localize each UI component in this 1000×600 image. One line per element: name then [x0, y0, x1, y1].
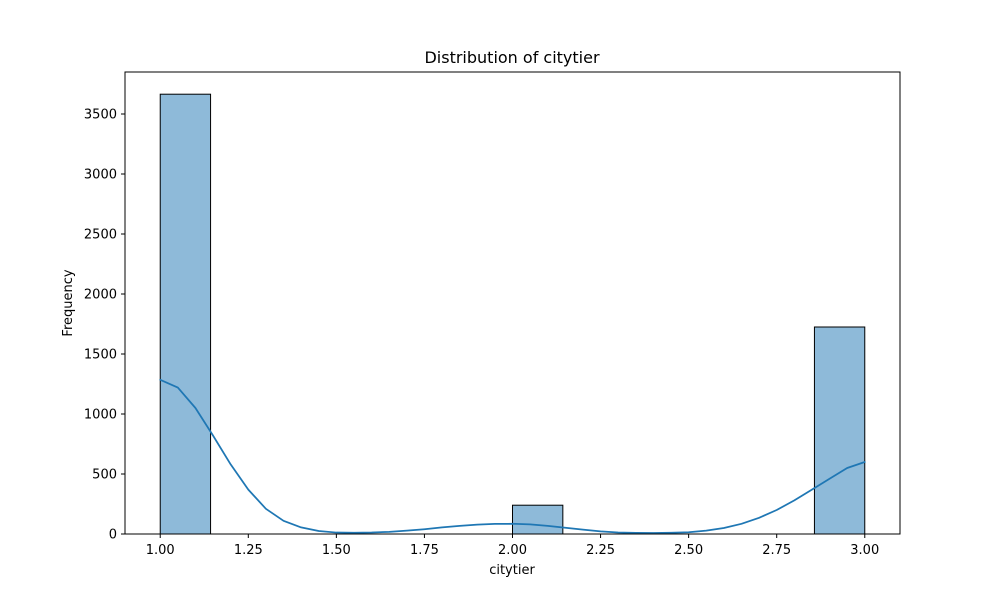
y-tick-label: 1000	[84, 408, 117, 423]
y-tick-label: 2500	[84, 228, 117, 243]
x-tick-label: 2.25	[586, 543, 615, 558]
y-axis-label: Frequency	[61, 269, 76, 336]
histogram-bar-1	[512, 504, 564, 535]
y-tick-label: 500	[92, 468, 117, 483]
x-tick-label: 2.00	[498, 543, 527, 558]
x-tick-label: 1.50	[322, 543, 351, 558]
y-tick-label: 2000	[84, 288, 117, 303]
y-tick-label: 3500	[84, 108, 117, 123]
x-tick-label: 2.50	[674, 543, 703, 558]
histogram-bar-2	[813, 326, 866, 535]
y-tick-label: 0	[109, 528, 117, 543]
x-tick-label: 1.00	[146, 543, 175, 558]
kde-line	[159, 378, 866, 534]
kde-layer	[159, 378, 866, 534]
bars-layer	[159, 93, 866, 535]
y-tick-label: 3000	[84, 168, 117, 183]
y-tick-label: 1500	[84, 348, 117, 363]
y-axis: 0 500 1000 1500 2000 2500 3000 3500	[84, 108, 125, 543]
histogram-bar-0	[159, 93, 212, 535]
chart-title: Distribution of citytier	[424, 48, 599, 67]
x-tick-label: 3.00	[850, 543, 879, 558]
x-axis: 1.00 1.25 1.50 1.75 2.00 2.25 2.50 2.75 3.00	[146, 534, 879, 558]
x-tick-label: 1.75	[410, 543, 439, 558]
x-tick-label: 2.75	[762, 543, 791, 558]
x-tick-label: 1.25	[234, 543, 263, 558]
x-axis-label: citytier	[489, 563, 535, 578]
